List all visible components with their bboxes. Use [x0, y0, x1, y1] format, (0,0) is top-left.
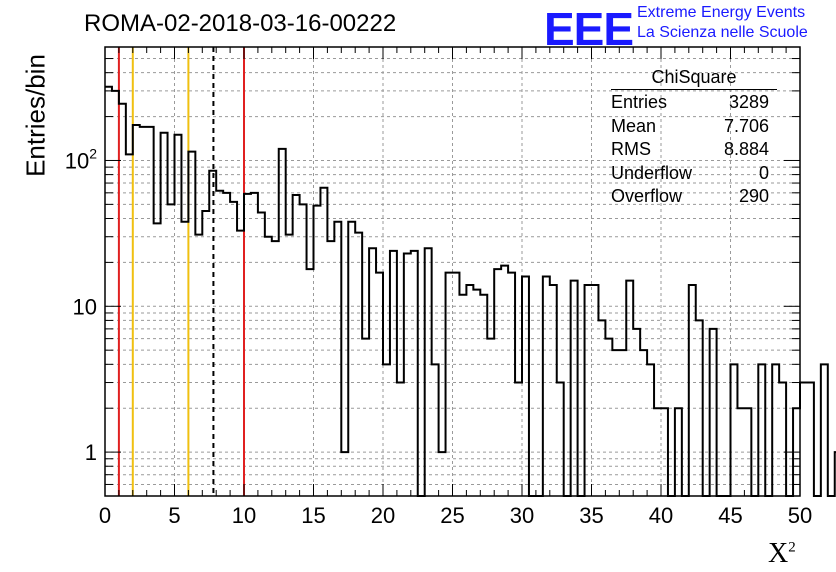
- x-tick-label: 50: [788, 503, 812, 528]
- stats-row-mean: Mean 7.706: [611, 115, 769, 136]
- x-axis: 0 5 10 15 20 25 30 35 40 45 50: [99, 47, 812, 528]
- x-tick-label: 10: [232, 503, 256, 528]
- stats-box: ChiSquare Entries 3289 Mean 7.706 RMS 8.884…: [611, 67, 777, 209]
- stats-row-entries: Entries 3289: [611, 92, 769, 112]
- x-axis-label: X2: [768, 538, 796, 569]
- stats-row-rms: RMS 8.884: [611, 139, 769, 159]
- x-tick-label: 30: [510, 503, 534, 528]
- x-tick-label: 35: [579, 503, 603, 528]
- y-axis-label: Entries/bin: [20, 54, 51, 177]
- eee-logo: EEE: [544, 3, 634, 55]
- y-tick-label: 102: [65, 145, 97, 173]
- x-tick-label: 20: [371, 503, 395, 528]
- y-tick-label: 1: [85, 440, 97, 465]
- x-tick-label: 5: [168, 503, 180, 528]
- y-tick-label: 10: [73, 294, 97, 319]
- x-tick-label: 15: [301, 503, 325, 528]
- stats-row-underflow: Underflow 0: [611, 162, 769, 183]
- x-tick-label: 45: [718, 503, 742, 528]
- grid-lines: [105, 46, 800, 497]
- reference-lines: [117, 47, 245, 496]
- logo-line-1: Extreme Energy Events: [637, 4, 806, 21]
- chart-title: ROMA-02-2018-03-16-00222: [84, 10, 397, 37]
- stats-row-overflow: Overflow 290: [611, 186, 769, 206]
- x-tick-label: 0: [99, 503, 111, 528]
- x-tick-label: 25: [440, 503, 464, 528]
- stats-title: ChiSquare: [611, 67, 777, 90]
- x-tick-label: 40: [649, 503, 673, 528]
- logo-line-2: La Scienza nelle Scuole: [637, 24, 808, 41]
